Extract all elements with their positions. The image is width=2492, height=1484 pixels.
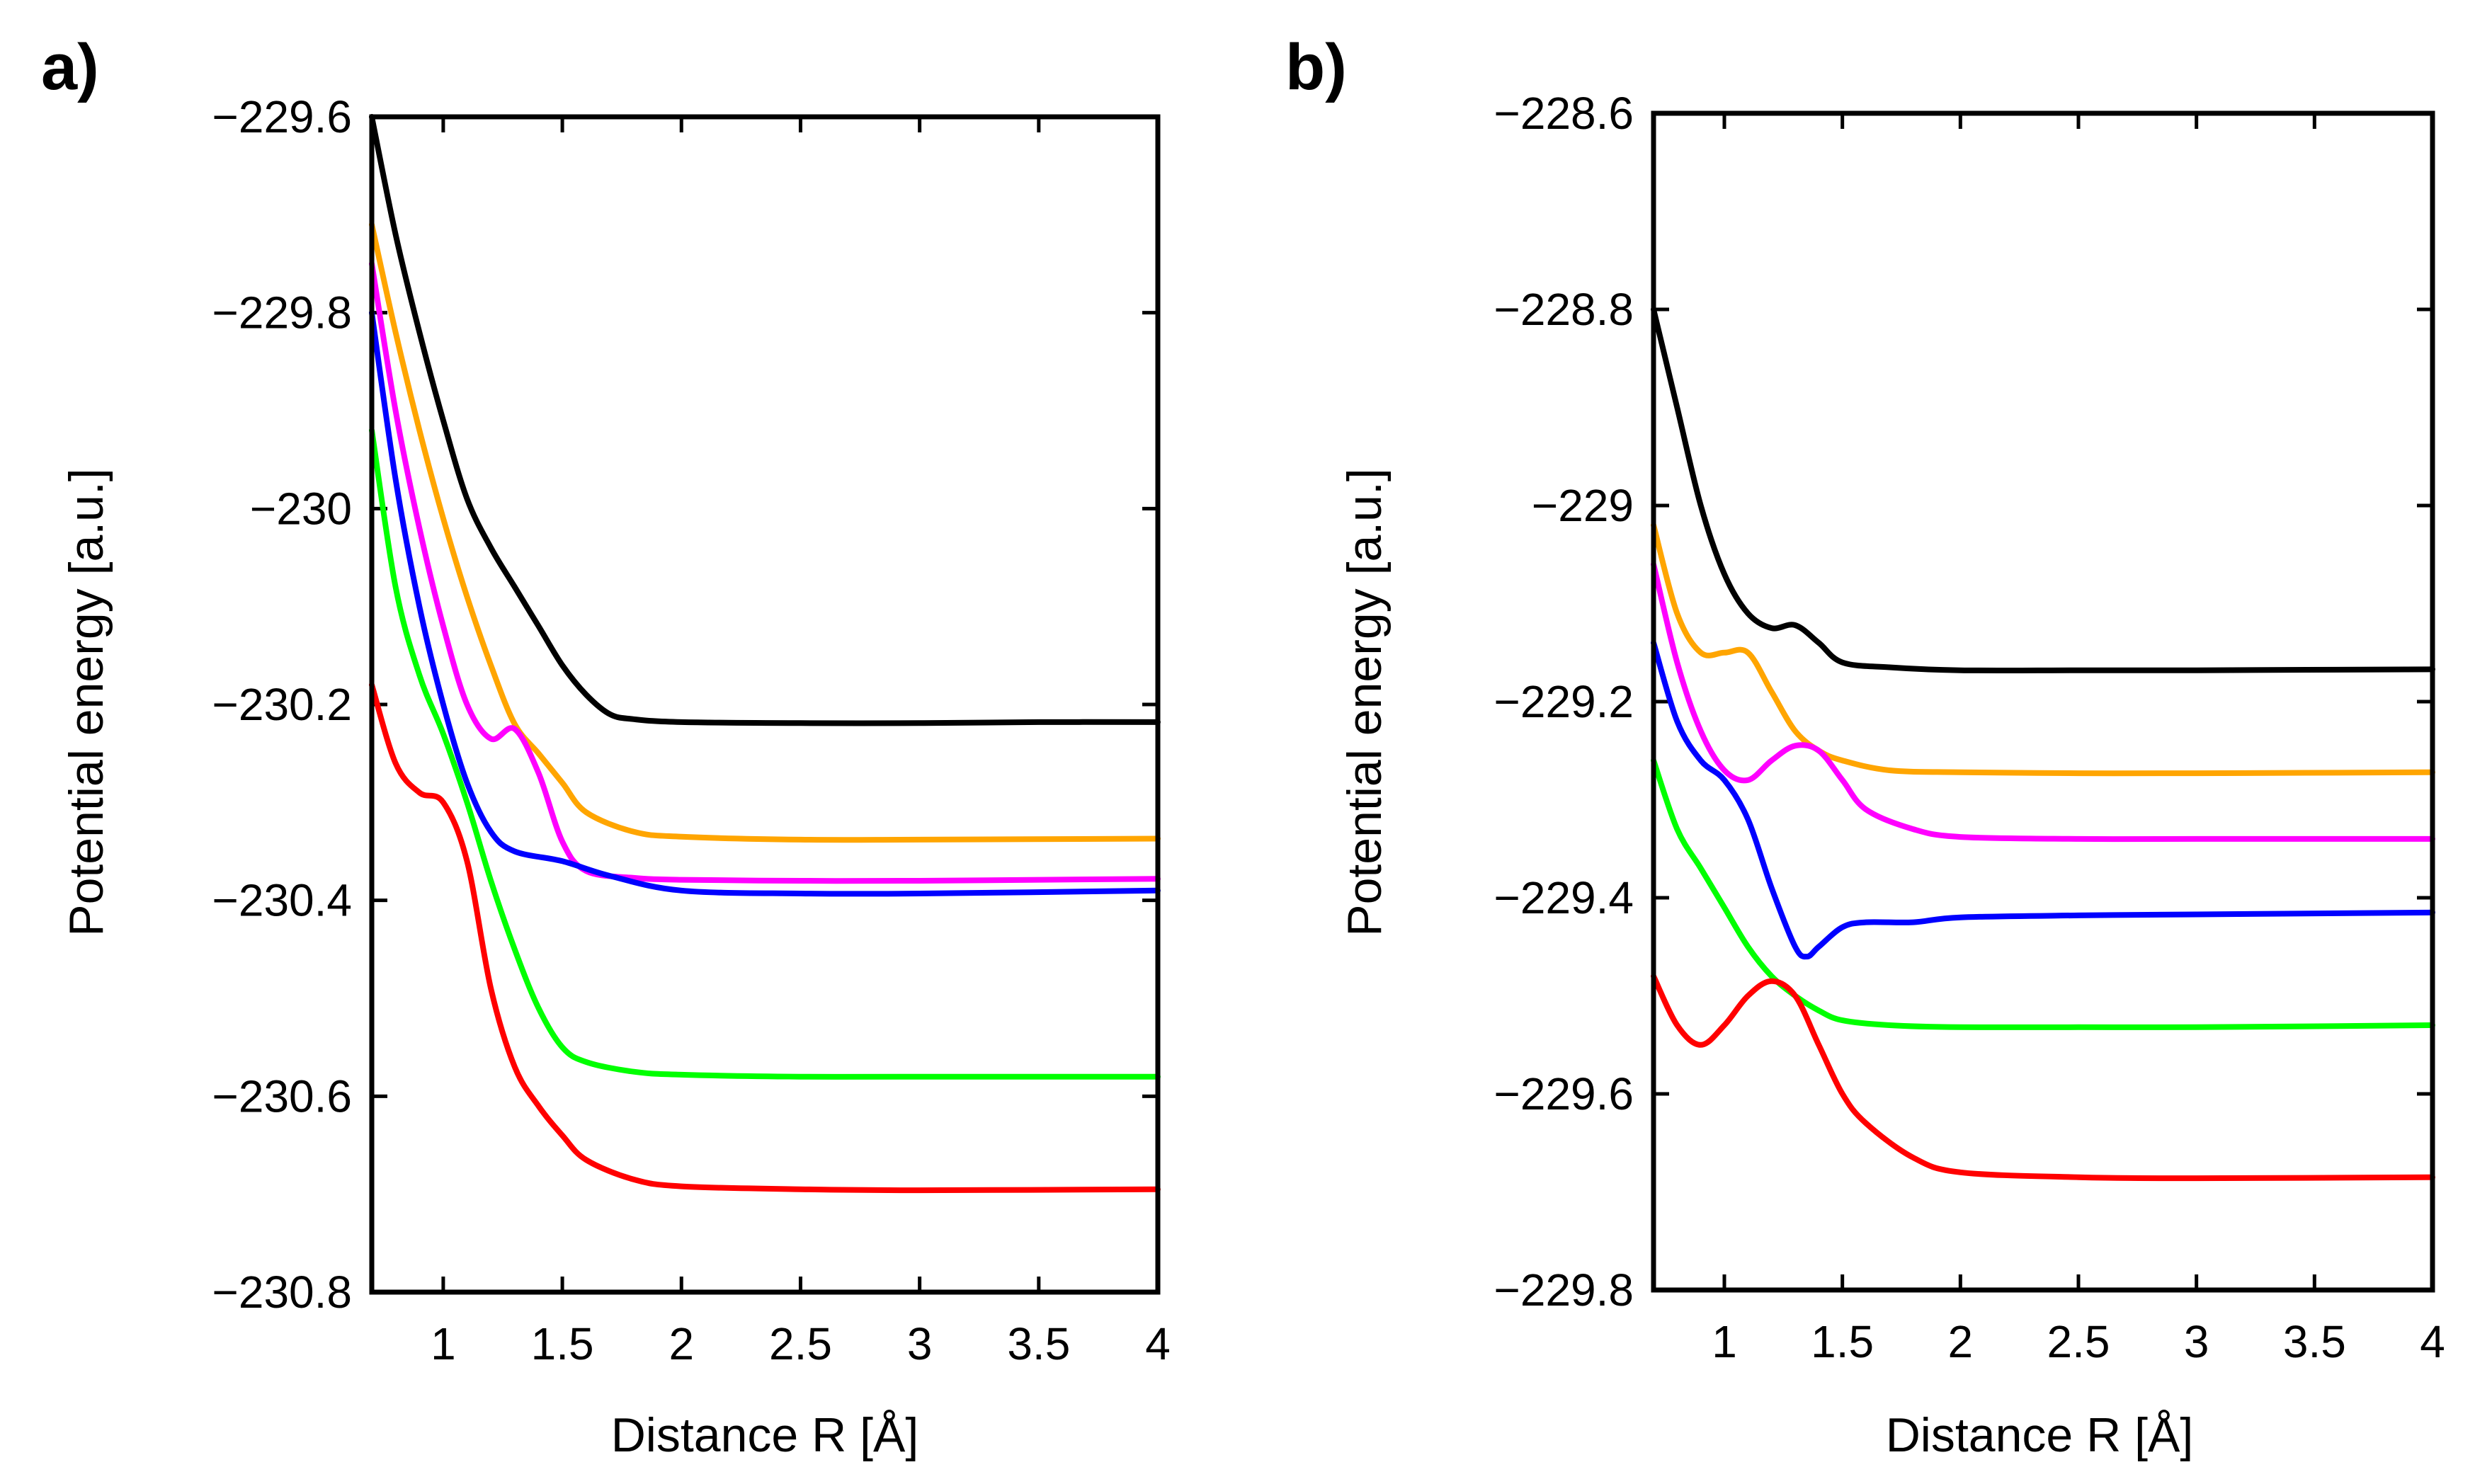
panel-a-ytick-label: −230.2	[212, 679, 352, 730]
panel-a-xtick-label: 4	[1145, 1318, 1171, 1369]
panel-b-series-red	[1651, 973, 2435, 1182]
panel-a-ytick-label: −230.4	[212, 875, 352, 926]
panel-b-label: b)	[1285, 31, 1347, 103]
panel-a-series-blue	[369, 309, 1161, 897]
panel-a-series-red	[369, 682, 1161, 1194]
panel-b-xtick-label: 3.5	[2283, 1316, 2346, 1367]
panel-b-ticks: 1 1.5 2 2.5 3 3.5 4 −228.6 −228.8 −229 −229.2 −229.…	[1494, 88, 2445, 1367]
panel-a-xtick-label: 3.5	[1007, 1318, 1070, 1369]
panel-a-label: a)	[41, 31, 99, 103]
panel-a-series-green	[369, 427, 1161, 1080]
panel-a-series-orange	[369, 222, 1161, 843]
panel-b-xtick-label: 2.5	[2047, 1316, 2110, 1367]
panel-a-xtick-label: 1	[431, 1318, 456, 1369]
panel-a-xtick-label: 2	[668, 1318, 694, 1369]
panel-a-ytick-label: −229.6	[212, 91, 352, 142]
panel-b-frame	[1651, 110, 2435, 1293]
panel-a-xlabel: Distance R [Å]	[611, 1408, 919, 1462]
panel-a-ytick-label: −230.6	[212, 1071, 352, 1121]
panel-b-xlabel: Distance R [Å]	[1886, 1408, 2194, 1462]
panel-b-ytick-label: −229.6	[1494, 1068, 1634, 1119]
panel-a-ylabel: Potential energy [a.u.]	[59, 468, 113, 937]
panel-b-xtick-label: 1	[1712, 1316, 1737, 1367]
panel-b-ytick-label: −229	[1532, 480, 1634, 531]
panel-a: a) Potential energy [a.u.] Distance R [Å…	[41, 31, 1171, 1462]
panel-b-xtick-label: 1.5	[1811, 1316, 1874, 1367]
panel-a-ytick-label: −229.8	[212, 287, 352, 338]
panel-a-ticks: 1 1.5 2 2.5 3 3.5 4 −229.6 −229.8 −230 −230.2 −230.…	[212, 91, 1170, 1369]
panel-b-series-green	[1651, 758, 2435, 1031]
panel-a-frame	[369, 114, 1161, 1295]
panel-a-xtick-label: 3	[907, 1318, 933, 1369]
panel-b-series-black	[1651, 307, 2435, 674]
panel-b-ytick-label: −229.8	[1494, 1265, 1634, 1315]
panel-b-xtick-label: 3	[2184, 1316, 2209, 1367]
panel-b-ytick-label: −229.2	[1494, 676, 1634, 727]
panel-a-ytick-label: −230.8	[212, 1267, 352, 1318]
panel-b-series	[1651, 307, 2435, 1182]
panel-b-xtick-label: 2	[1948, 1316, 1974, 1367]
panel-a-xtick-label: 1.5	[531, 1318, 594, 1369]
panel-a-series-magenta	[369, 261, 1161, 884]
panel-b-series-orange	[1651, 522, 2435, 777]
panel-a-xtick-label: 2.5	[769, 1318, 832, 1369]
panel-b-series-blue	[1651, 639, 2435, 960]
panel-b-xtick-label: 4	[2420, 1316, 2445, 1367]
panel-b-ytick-label: −228.8	[1494, 284, 1634, 335]
panel-a-series-black	[369, 114, 1161, 726]
panel-b-ytick-label: −229.4	[1494, 872, 1634, 923]
panel-a-series	[369, 114, 1161, 1194]
panel-b-series-magenta	[1651, 561, 2435, 843]
panel-b-ylabel: Potential energy [a.u.]	[1338, 468, 1392, 937]
panel-b: b) Potential energy [a.u.] Distance R [Å…	[1285, 31, 2445, 1462]
panel-a-ytick-label: −230	[250, 483, 352, 534]
panel-b-ytick-label: −228.6	[1494, 88, 1634, 139]
